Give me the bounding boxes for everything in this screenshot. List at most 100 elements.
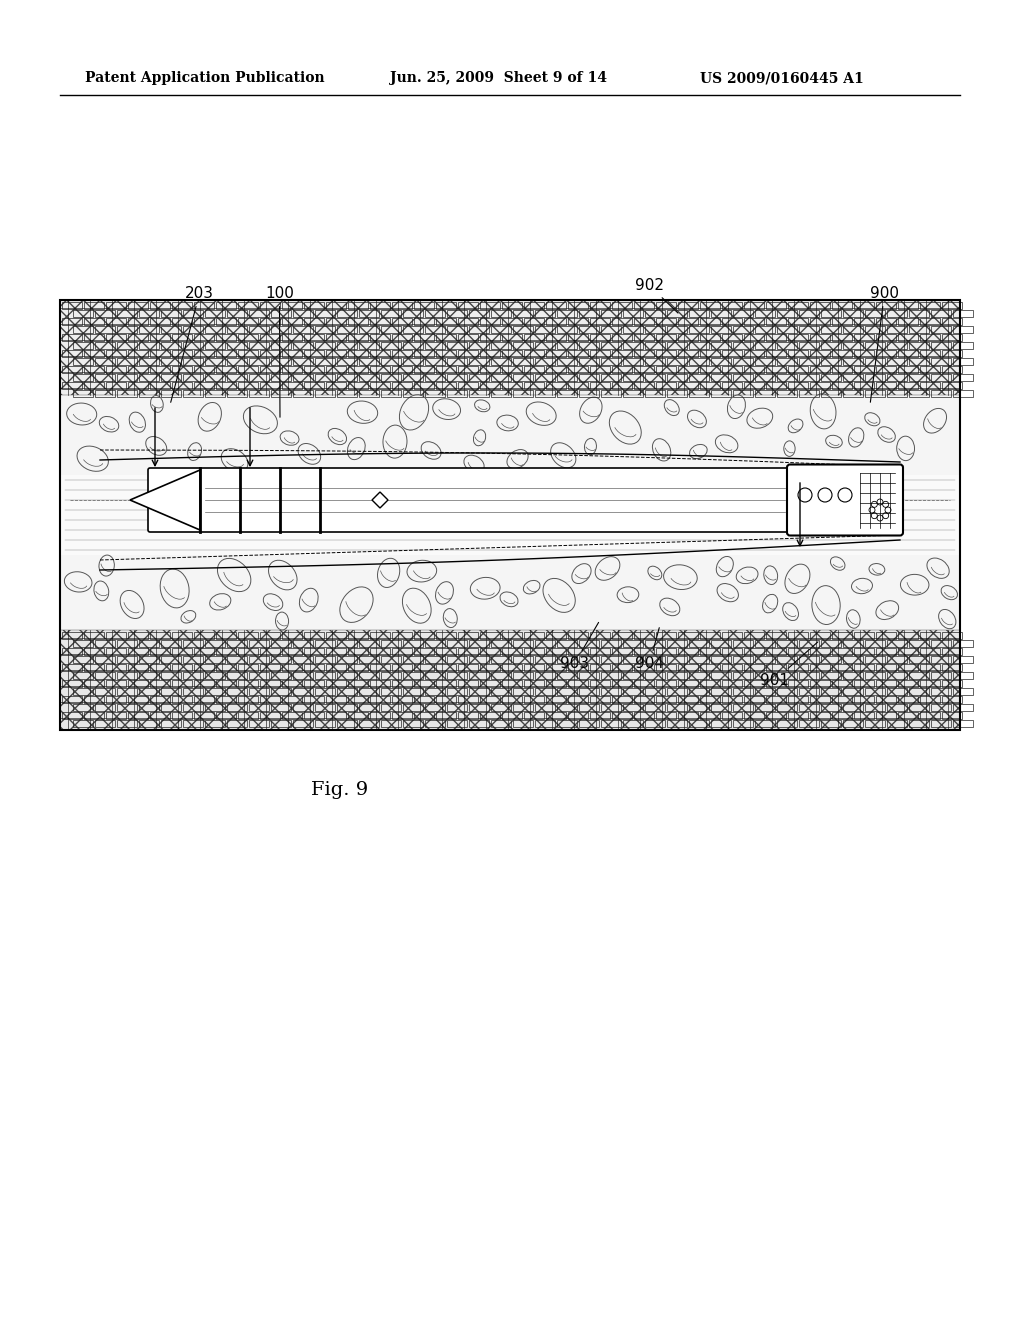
Bar [414,381,434,389]
Bar [656,664,676,671]
Bar [150,664,170,671]
Bar [667,342,687,348]
Bar [678,632,698,639]
Bar [282,366,302,374]
Bar [227,326,247,333]
Bar [953,640,973,647]
Bar [634,680,654,686]
Bar [700,350,720,356]
Bar [513,719,534,727]
Bar [84,318,104,325]
Bar [172,318,193,325]
Bar [60,395,961,475]
Bar [315,704,335,711]
Bar [777,688,797,696]
Bar [348,664,368,671]
Bar [293,389,313,397]
Bar [568,334,588,341]
Bar [436,381,456,389]
Bar [315,358,335,366]
Bar [755,342,775,348]
Bar [260,648,280,655]
Bar [601,640,621,647]
Bar [370,381,390,389]
Bar [95,358,115,366]
Bar [733,688,753,696]
Bar [436,632,456,639]
Bar [128,302,148,309]
Bar [271,389,291,397]
Bar [909,672,929,678]
Bar [172,302,193,309]
Bar [502,680,522,686]
Bar [128,318,148,325]
Bar [348,334,368,341]
Bar [304,680,324,686]
Bar [490,358,511,366]
Bar [733,640,753,647]
Bar [480,648,500,655]
Bar [227,672,247,678]
Bar [282,680,302,686]
Bar [370,664,390,671]
Bar [524,680,544,686]
Bar [645,342,665,348]
Bar [150,711,170,719]
Bar [502,334,522,341]
Bar [931,326,951,333]
Bar [238,648,258,655]
Bar [106,381,126,389]
Bar [425,342,445,348]
Bar [502,366,522,374]
Bar [887,656,907,663]
Bar [656,350,676,356]
Bar [84,680,104,686]
Bar [304,302,324,309]
Bar [831,318,852,325]
Bar [887,358,907,366]
Bar [205,672,225,678]
Bar [183,704,203,711]
Bar [711,374,731,381]
Bar [645,374,665,381]
Bar [106,334,126,341]
Bar [568,680,588,686]
Bar [315,656,335,663]
Bar [579,688,599,696]
Bar [744,350,764,356]
Bar [469,342,489,348]
Bar [744,302,764,309]
Bar [172,632,193,639]
Bar [810,366,830,374]
Bar [447,326,467,333]
Bar [689,688,709,696]
Bar [579,342,599,348]
Bar [678,318,698,325]
Text: Patent Application Publication: Patent Application Publication [85,71,325,84]
Bar [898,664,918,671]
Bar [139,719,159,727]
Bar [161,342,181,348]
Bar [931,358,951,366]
Bar [425,374,445,381]
Bar [645,704,665,711]
Bar [436,350,456,356]
Bar [172,696,193,704]
Bar [95,342,115,348]
Bar [513,342,534,348]
Text: 901: 901 [760,642,818,688]
Bar [370,632,390,639]
Bar [238,664,258,671]
Bar [282,381,302,389]
Bar [238,318,258,325]
Bar [414,680,434,686]
Polygon shape [130,470,200,531]
Bar [315,310,335,317]
Bar [898,680,918,686]
Bar [348,350,368,356]
Bar [623,310,643,317]
Bar [62,381,82,389]
Text: 903: 903 [560,623,599,671]
Bar [139,656,159,663]
Bar [733,326,753,333]
